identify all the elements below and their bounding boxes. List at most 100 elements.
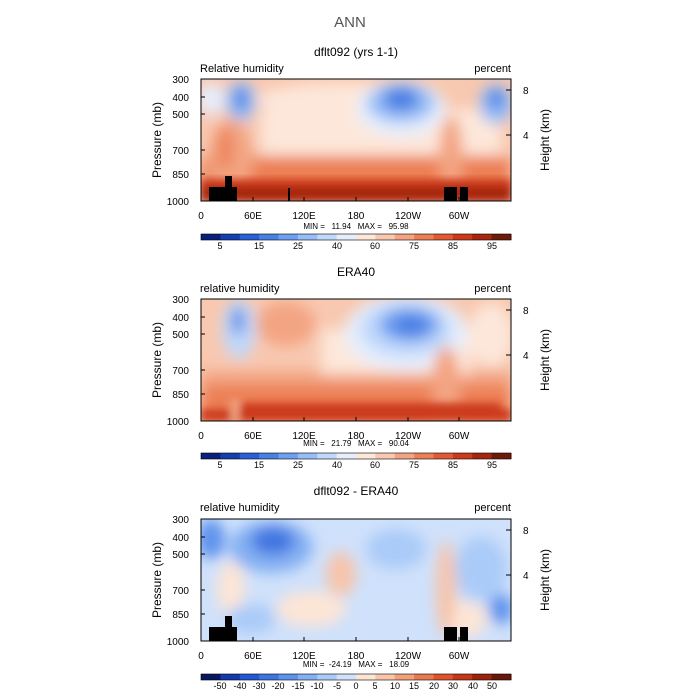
- panel-3-y2tick: 4: [523, 571, 529, 582]
- panel-1-stats: MIN = 11.94 MAX = 95.98: [303, 222, 409, 231]
- panel-2-ytick: 300: [172, 295, 189, 306]
- panel-1-colorbar-swatch: [278, 234, 299, 240]
- panel-3-xtick: 120W: [395, 651, 422, 662]
- panel-3-field: [201, 519, 511, 641]
- panel-3-y2tick: 8: [523, 526, 529, 537]
- panel-3-topography: [209, 616, 468, 641]
- panel-3-colorbar-swatch: [375, 674, 396, 680]
- panel-1-xtick: 60E: [244, 211, 262, 222]
- panel-3-colorbar-swatch: [220, 674, 241, 680]
- panel-1-colorbar: [200, 233, 512, 241]
- panel-3-colorbar-swatch: [394, 674, 415, 680]
- panel-1-colorbar-label: 25: [293, 241, 303, 251]
- panel-2-colorbar-swatch: [452, 453, 473, 459]
- panel-3-colorbar-label: -5: [333, 681, 341, 691]
- panel-1-colorbar-swatch: [472, 234, 493, 240]
- panel-1-colorbar-swatch: [220, 234, 241, 240]
- panel-1-colorbar-label: 85: [448, 241, 458, 251]
- panel-1-colorbar-swatch: [375, 234, 396, 240]
- panel-3-xtick: 180: [348, 651, 365, 662]
- panel-2-colorbar-frame: [200, 452, 512, 460]
- panel-1-field: [201, 79, 511, 201]
- panel-1-colorbar-swatch: [239, 234, 260, 240]
- panel-1-colorbar-swatch: [414, 234, 434, 240]
- panel-2-ytick: 400: [172, 313, 189, 324]
- panel-2-colorbar-label: 60: [370, 460, 380, 470]
- panel-2-colorbar-swatch: [394, 453, 415, 459]
- panel-3-colorbar-swatch: [336, 674, 357, 680]
- panel-3-left-label: relative humidity: [200, 502, 280, 514]
- panel-2-ytick: 500: [172, 330, 189, 341]
- panel-1-colorbar-swatch: [452, 234, 473, 240]
- panel-1-ytick: 1000: [167, 197, 190, 208]
- panel-3-ytick: 1000: [167, 637, 190, 648]
- panel-3-stats: MIN = -24.19 MAX = 18.09: [303, 660, 410, 669]
- panel-2-colorbar-swatch: [317, 453, 338, 459]
- panel-3-colorbar-label: 15: [409, 681, 419, 691]
- panel-3-ytick: 300: [172, 515, 189, 526]
- panel-3-colorbar-swatch: [259, 674, 279, 680]
- panel-3-ytick: 500: [172, 550, 189, 561]
- panel-2-xtick: 0: [198, 431, 204, 442]
- panel-3-colorbar-swatch: [317, 674, 338, 680]
- panel-1-colorbar-swatch: [433, 234, 454, 240]
- panel-2-right-label: percent: [474, 283, 511, 295]
- panel-2-xtick: 60E: [244, 431, 262, 442]
- panel-1-colorbar-labels: 5 15 25 40 60 75 85 95: [217, 241, 497, 251]
- panel-1-colorbar-frame: [200, 233, 512, 241]
- panel-3-colorbar-swatch: [297, 674, 318, 680]
- panel-3-colorbar-label: 5: [372, 681, 377, 691]
- panel-3-colorbar-label: -30: [252, 681, 265, 691]
- panel-2-ytick: 850: [172, 390, 189, 401]
- panel-3-colorbar-swatch: [239, 674, 260, 680]
- panel-3-colorbar-swatch: [452, 674, 473, 680]
- panel-1-ytick: 400: [172, 93, 189, 104]
- panel-3-colorbar: [200, 673, 512, 681]
- panel-3-right-label: percent: [474, 502, 511, 514]
- panel-1-colorbar-label: 15: [254, 241, 264, 251]
- panel-2-ylabel: Pressure (mb): [150, 322, 164, 398]
- panel-3-title: dflt092 - ERA40: [314, 484, 399, 498]
- panel-3-colorbar-swatch: [356, 674, 376, 680]
- panel-1-topography: [209, 176, 468, 201]
- panel-2-colorbar-swatch: [259, 453, 279, 459]
- panel-2: ERA40 relative humidity percent: [150, 265, 552, 470]
- panel-3-colorbar-swatch: [414, 674, 434, 680]
- panel-3-colorbar-label: 40: [468, 681, 478, 691]
- panel-2-left-label: relative humidity: [200, 283, 280, 295]
- panel-3-colorbar-swatch: [278, 674, 299, 680]
- panel-2-colorbar-label: 85: [448, 460, 458, 470]
- panel-3-colorbar-swatch: [433, 674, 454, 680]
- panel-2-colorbar-swatch: [433, 453, 454, 459]
- panel-2-colorbar-swatch: [356, 453, 376, 459]
- panel-3-xtick: 0: [198, 651, 204, 662]
- panel-2-colorbar-swatch: [220, 453, 241, 459]
- panel-2-y2tick: 4: [523, 351, 529, 362]
- panel-1-right-label: percent: [474, 63, 511, 75]
- panel-2-xtick: 180: [348, 431, 365, 442]
- panel-1-colorbar-label: 40: [332, 241, 342, 251]
- panel-1-ytick: 500: [172, 110, 189, 121]
- panel-1-colorbar-swatch: [491, 234, 512, 240]
- panel-3-y2label: Height (km): [538, 549, 552, 611]
- panel-1-colorbar-label: 60: [370, 241, 380, 251]
- panel-2-ytick: 700: [172, 366, 189, 377]
- panel-1-colorbar-swatch: [317, 234, 338, 240]
- panel-3-colorbar-label: 10: [390, 681, 400, 691]
- panel-1-title: dflt092 (yrs 1-1): [314, 45, 398, 59]
- panel-1-xtick: 120E: [292, 211, 316, 222]
- panel-2-colorbar-swatch: [375, 453, 396, 459]
- panel-2-colorbar-label: 95: [487, 460, 497, 470]
- panel-3-colorbar-swatch: [472, 674, 493, 680]
- figure-title: ANN: [334, 14, 366, 31]
- panel-2-xtick: 60W: [449, 431, 470, 442]
- panel-1-colorbar-swatch: [394, 234, 415, 240]
- panel-1-ytick: 850: [172, 170, 189, 181]
- panel-2-colorbar-swatch: [201, 453, 221, 459]
- panel-3-colorbar-swatch: [491, 674, 512, 680]
- panel-1-y2label: Height (km): [538, 109, 552, 171]
- panel-3-colorbar-label: -40: [233, 681, 246, 691]
- panel-2-colorbar-label: 25: [293, 460, 303, 470]
- panel-1-colorbar-swatch: [201, 234, 221, 240]
